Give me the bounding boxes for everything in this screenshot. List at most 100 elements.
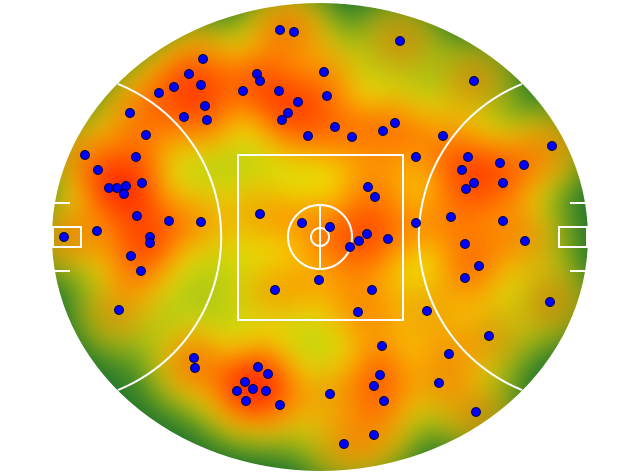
point xyxy=(434,378,444,388)
point xyxy=(547,141,557,151)
point xyxy=(297,218,307,228)
points xyxy=(59,25,557,449)
point xyxy=(370,192,380,202)
point xyxy=(59,232,69,242)
point xyxy=(255,209,265,219)
point xyxy=(446,212,456,222)
point xyxy=(390,118,400,128)
point xyxy=(520,236,530,246)
point xyxy=(367,285,377,295)
point xyxy=(411,152,421,162)
point xyxy=(362,229,372,239)
point xyxy=(471,407,481,417)
point xyxy=(270,285,280,295)
point xyxy=(80,150,90,160)
point xyxy=(484,331,494,341)
point xyxy=(469,178,479,188)
point xyxy=(154,88,164,98)
point xyxy=(240,377,250,387)
point xyxy=(232,386,242,396)
point xyxy=(93,165,103,175)
point xyxy=(248,384,258,394)
point xyxy=(202,115,212,125)
point xyxy=(460,273,470,283)
point xyxy=(438,131,448,141)
point xyxy=(369,381,379,391)
point xyxy=(196,217,206,227)
point xyxy=(461,184,471,194)
point xyxy=(145,238,155,248)
point xyxy=(190,363,200,373)
point xyxy=(460,239,470,249)
point xyxy=(289,27,299,37)
point xyxy=(293,97,303,107)
point xyxy=(379,396,389,406)
point xyxy=(319,67,329,77)
point xyxy=(314,275,324,285)
point xyxy=(422,306,432,316)
field xyxy=(52,3,588,471)
point xyxy=(255,76,265,86)
point xyxy=(469,76,479,86)
centre-square xyxy=(237,154,404,321)
point xyxy=(322,91,332,101)
point xyxy=(345,242,355,252)
point xyxy=(189,353,199,363)
right-arc xyxy=(417,83,523,391)
point xyxy=(498,216,508,226)
point xyxy=(411,218,421,228)
left-arc xyxy=(117,83,223,391)
point xyxy=(136,266,146,276)
point xyxy=(125,108,135,118)
point xyxy=(184,69,194,79)
point xyxy=(474,261,484,271)
point xyxy=(330,122,340,132)
point xyxy=(353,307,363,317)
point xyxy=(261,386,271,396)
field-markings xyxy=(52,83,588,391)
point xyxy=(274,86,284,96)
point xyxy=(179,112,189,122)
point xyxy=(444,349,454,359)
point xyxy=(200,101,210,111)
point xyxy=(126,251,136,261)
point xyxy=(377,341,387,351)
point xyxy=(132,211,142,221)
point xyxy=(92,226,102,236)
point xyxy=(196,80,206,90)
point xyxy=(347,132,357,142)
point xyxy=(169,82,179,92)
point xyxy=(277,115,287,125)
point xyxy=(263,369,273,379)
point xyxy=(519,160,529,170)
point xyxy=(241,396,251,406)
point xyxy=(164,216,174,226)
point xyxy=(275,400,285,410)
point xyxy=(141,130,151,140)
point xyxy=(375,370,385,380)
point xyxy=(114,305,124,315)
point xyxy=(198,54,208,64)
point xyxy=(131,152,141,162)
point xyxy=(498,178,508,188)
point xyxy=(457,165,467,175)
point xyxy=(363,182,373,192)
point xyxy=(369,430,379,440)
point xyxy=(545,297,555,307)
point xyxy=(119,189,129,199)
point xyxy=(395,36,405,46)
point xyxy=(378,126,388,136)
point xyxy=(463,152,473,162)
point xyxy=(238,86,248,96)
point xyxy=(283,108,293,118)
right-goal-square xyxy=(558,226,588,248)
point xyxy=(303,131,313,141)
point xyxy=(253,362,263,372)
point xyxy=(325,222,335,232)
heat-layer-high xyxy=(52,3,582,471)
point xyxy=(383,234,393,244)
point xyxy=(275,25,285,35)
point xyxy=(354,236,364,246)
